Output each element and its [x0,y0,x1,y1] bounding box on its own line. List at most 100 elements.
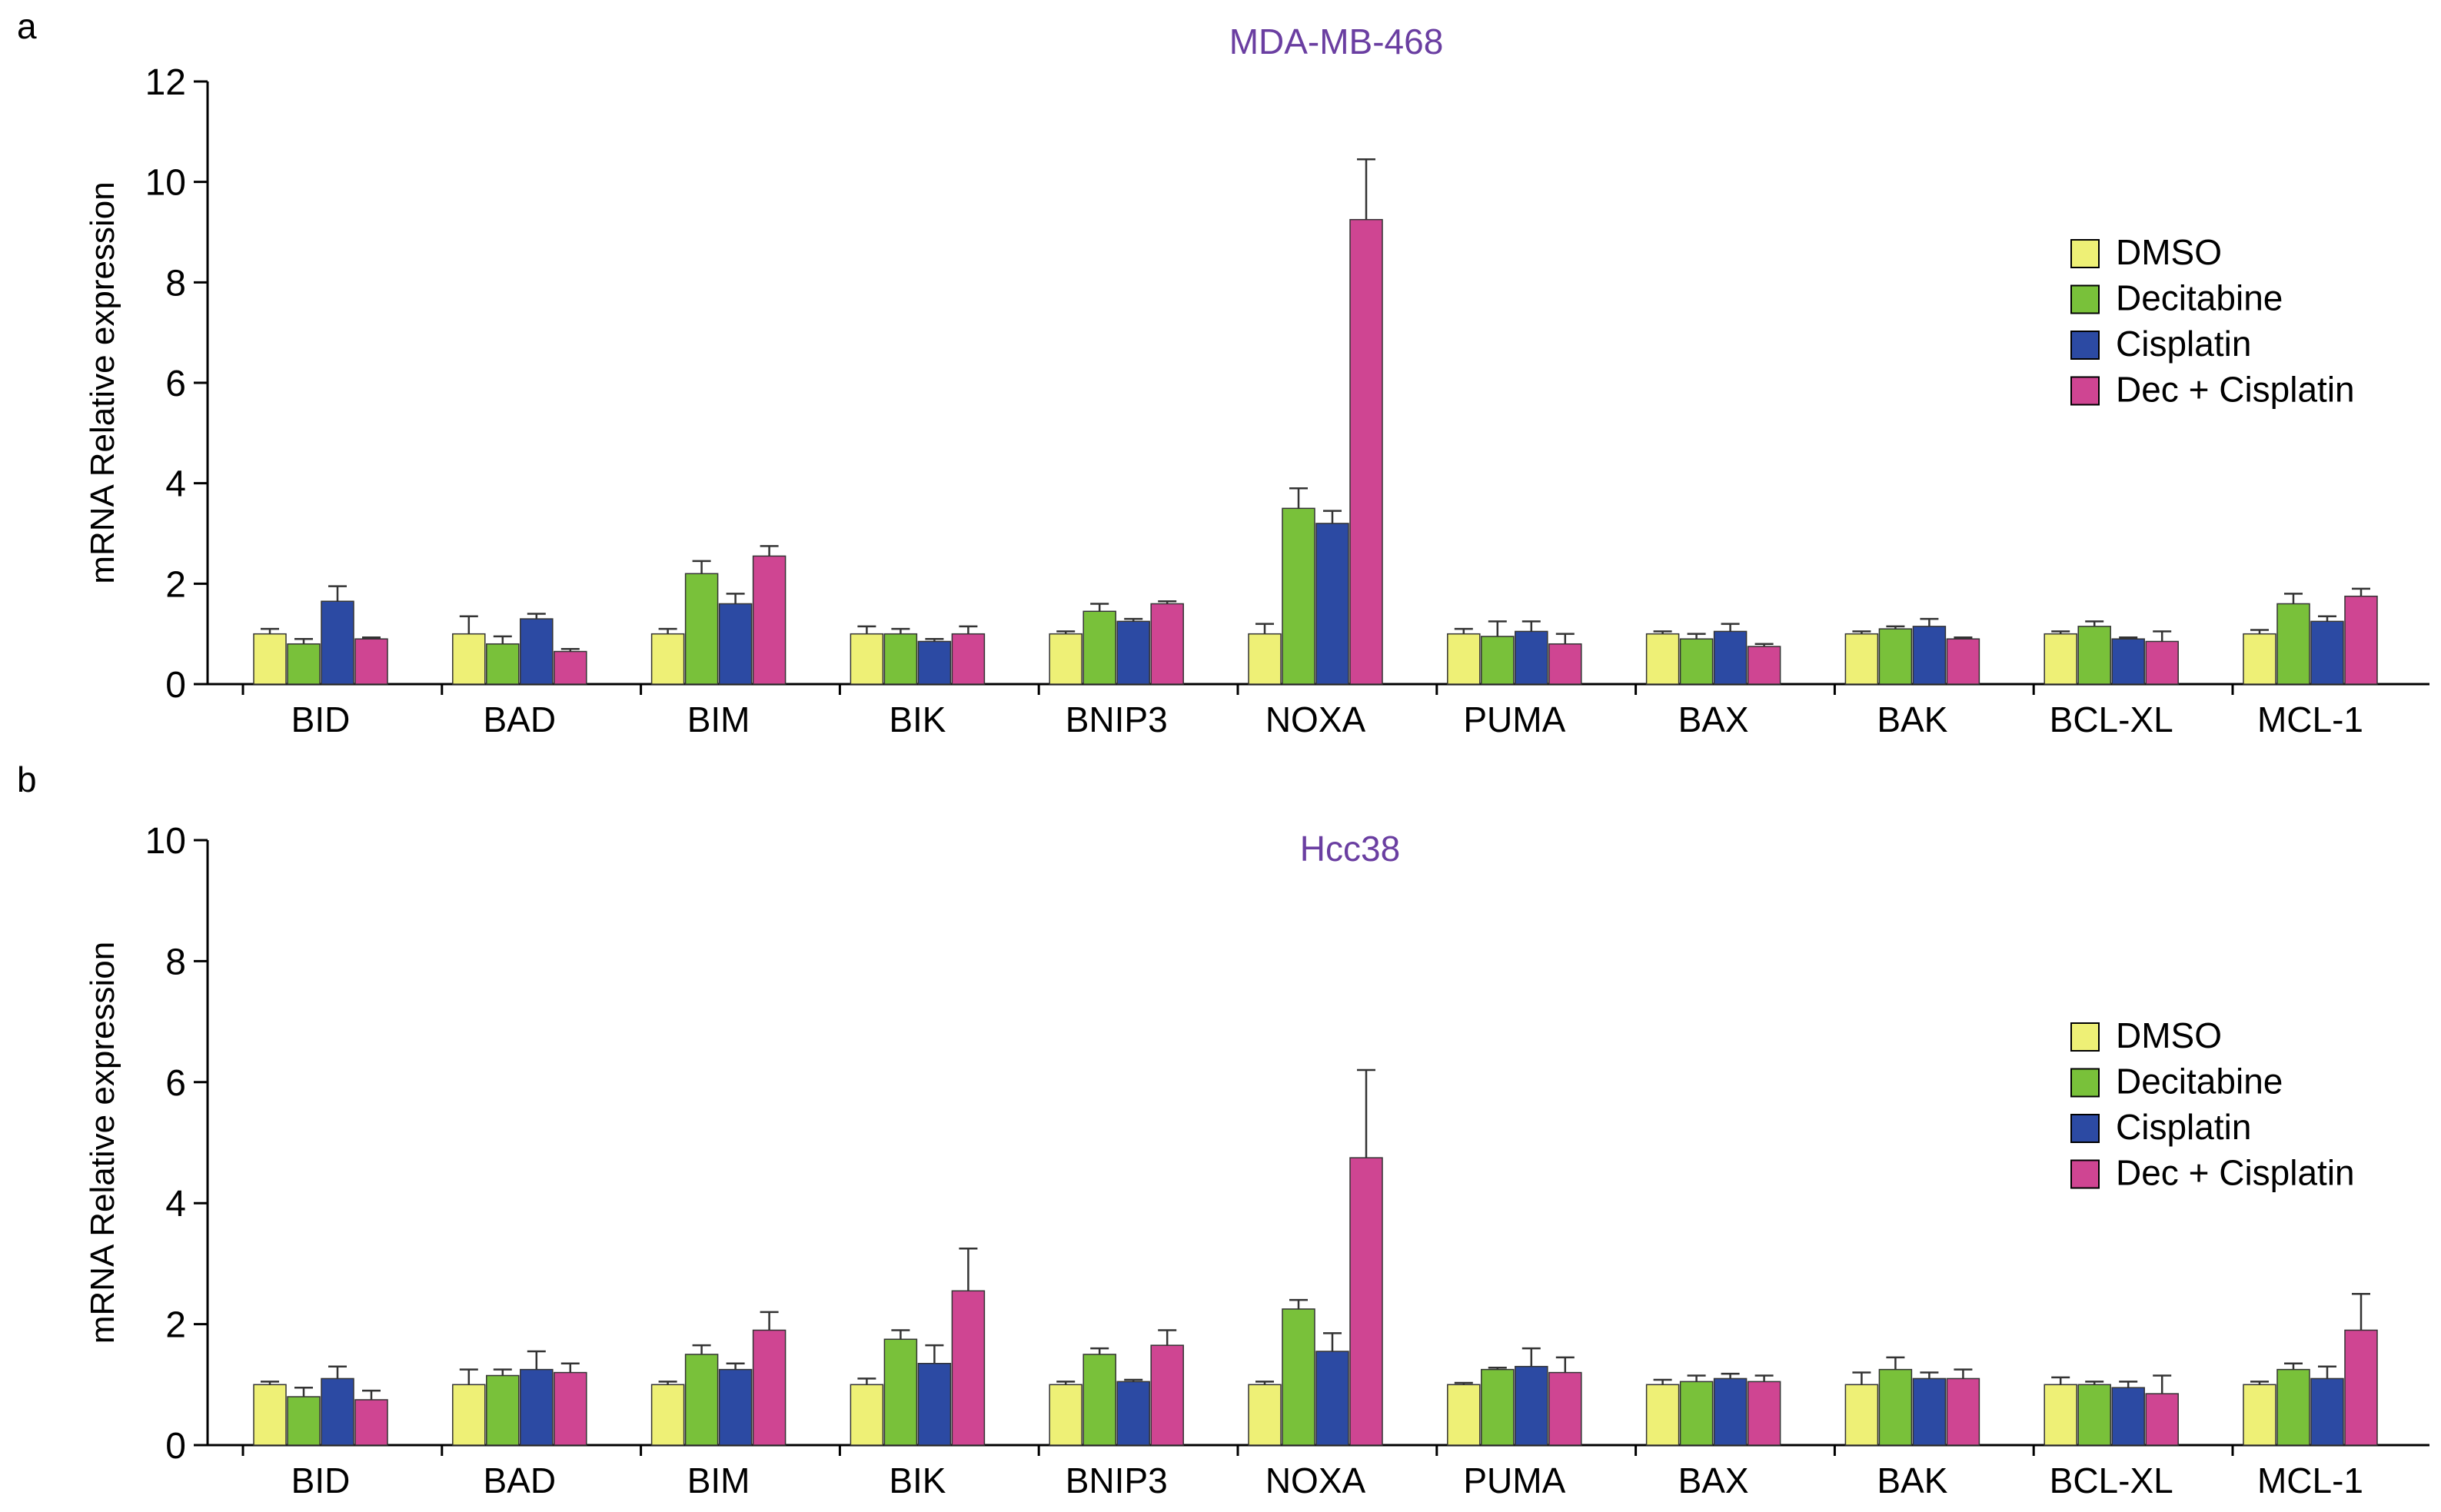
bar [1447,633,1481,685]
x-tick-label: BIM [687,1460,750,1500]
bar [2044,1384,2077,1446]
x-tick-label: BID [291,700,351,739]
bar [2276,1368,2310,1446]
bar [1946,638,1980,685]
legend-swatch [2070,376,2100,406]
x-tick-label: MCL-1 [2257,700,2363,739]
bar [321,1377,354,1446]
y-tick-label: 0 [165,665,186,706]
bar [1150,603,1184,685]
bar [1049,633,1082,685]
bar [554,1371,587,1446]
legend-swatch [2070,1114,2100,1143]
bar [1481,636,1515,685]
bar [452,633,486,685]
bar [1844,1384,1879,1446]
bar [850,633,884,685]
panel-label-a: a [17,6,37,46]
bar [2077,1384,2111,1446]
bar [1315,1351,1349,1446]
chart-panel-a: MDA-MB-468 mRNA Relative expression 0 2 4 6 8 1… [84,22,2429,739]
bar [1878,1368,1913,1446]
y-tick-label: 2 [165,1305,186,1346]
bar [554,650,587,685]
y-tick-label: 8 [165,263,186,304]
legend-swatch [2070,1159,2100,1189]
legend-swatch [2070,331,2100,360]
bar [2310,620,2344,685]
y-tick-label: 4 [165,1184,186,1225]
legend-swatch [2070,284,2100,314]
bar [718,603,753,685]
x-tick-label: PUMA [1463,700,1565,739]
bar [1946,1377,1980,1446]
bar [486,643,520,685]
x-tick-label: BIK [889,700,946,739]
bar [520,1368,554,1446]
x-tick-label: BID [291,1460,351,1500]
bar [1481,1368,1515,1446]
legend-label: Decitabine [2116,278,2283,318]
bar [1713,630,1748,685]
bar [2145,1393,2179,1446]
bar [2243,1384,2276,1446]
x-tick-label: BAK [1877,700,1947,739]
y-tick-label: 0 [165,1426,186,1467]
x-tick-label: BCL-XL [2050,700,2173,739]
bar [1248,633,1282,685]
bar [1515,630,1548,685]
bar [951,1290,986,1446]
bar [1912,1377,1947,1446]
y-tick-label: 10 [145,163,186,204]
x-tick-label: NOXA [1265,700,1366,739]
y-tick-label: 8 [165,942,186,982]
bar [883,633,918,685]
legend-label: Dec + Cisplatin [2116,1153,2355,1193]
legend: DMSO Decitabine Cisplatin Dec + Cisplatin [2070,1015,2355,1193]
bar [287,643,321,685]
bar [752,1329,787,1446]
legend-swatch [2070,1068,2100,1098]
bar [718,1368,753,1446]
y-tick-label: 12 [145,62,186,103]
legend-label: Decitabine [2116,1062,2283,1102]
legend: DMSO Decitabine Cisplatin Dec + Cisplatin [2070,232,2355,410]
x-tick-label: NOXA [1265,1460,1366,1500]
bar [1082,610,1116,685]
bar [1713,1377,1748,1446]
bar [1349,218,1383,685]
bar [1645,1384,1680,1446]
bar [1645,633,1680,685]
bar [2145,640,2179,685]
x-tick-label: BAX [1678,700,1749,739]
y-axis-label: mRNA Relative expression [84,942,121,1344]
bar [917,1363,952,1446]
bar [287,1396,321,1446]
legend-label: Cisplatin [2116,1107,2251,1147]
chart-panel-b: Hcc38 mRNA Relative expression 0 2 4 6 8 10 BID B… [84,821,2429,1500]
legend-swatch [2070,1022,2100,1052]
bar [486,1374,520,1446]
bar [520,618,554,685]
bar [2111,1387,2145,1446]
legend-label: Cisplatin [2116,324,2251,364]
bar [650,1384,685,1446]
bar [752,555,787,685]
y-tick-label: 4 [165,464,186,505]
bar [1447,1384,1481,1446]
bar [1878,628,1913,685]
x-tick-label: BAX [1678,1460,1749,1500]
bar [1116,1381,1150,1446]
bar [1082,1354,1116,1446]
bar [684,1354,719,1446]
legend-label: DMSO [2116,232,2222,272]
x-tick-label: BNIP3 [1066,700,1168,739]
bar [1747,1381,1781,1446]
bar [1150,1344,1184,1446]
bar [2310,1377,2344,1446]
bar [850,1384,884,1446]
x-tick-label: BCL-XL [2050,1460,2173,1500]
bar [2077,626,2111,685]
x-tick-label: MCL-1 [2257,1460,2363,1500]
bar [253,1384,287,1446]
